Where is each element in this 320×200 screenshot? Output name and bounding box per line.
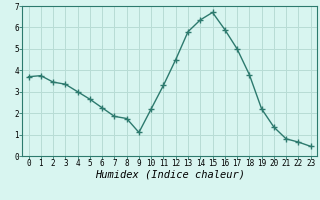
X-axis label: Humidex (Indice chaleur): Humidex (Indice chaleur) bbox=[95, 170, 244, 180]
